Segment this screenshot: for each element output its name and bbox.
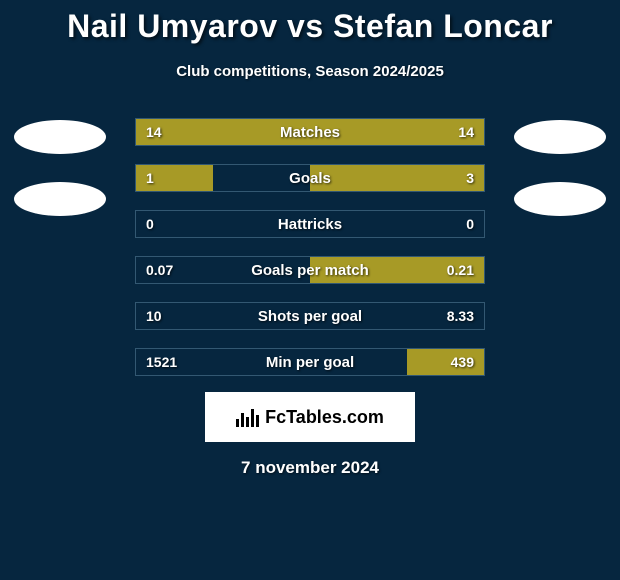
stat-bar: 00Hattricks	[135, 210, 485, 238]
stat-bar: 1414Matches	[135, 118, 485, 146]
stat-bar: 0.070.21Goals per match	[135, 256, 485, 284]
stats-bars: 1414Matches 13Goals 00Hattricks 0.070.21Goa…	[135, 118, 485, 376]
team-left-avatar	[14, 182, 106, 216]
right-avatar-col	[514, 120, 606, 216]
stat-label: Goals	[136, 165, 484, 191]
stat-label: Min per goal	[136, 349, 484, 375]
brand-badge: FcTables.com	[205, 392, 415, 442]
player-left-avatar	[14, 120, 106, 154]
page-title: Nail Umyarov vs Stefan Loncar	[0, 0, 620, 45]
page-subtitle: Club competitions, Season 2024/2025	[0, 63, 620, 80]
stat-bar: 1521439Min per goal	[135, 348, 485, 376]
brand-chart-icon	[236, 407, 259, 427]
stat-label: Matches	[136, 119, 484, 145]
player-right-avatar	[514, 120, 606, 154]
stat-label: Shots per goal	[136, 303, 484, 329]
left-avatar-col	[14, 120, 106, 216]
brand-text: FcTables.com	[265, 407, 384, 428]
date-label: 7 november 2024	[0, 458, 620, 478]
stat-label: Hattricks	[136, 211, 484, 237]
team-right-avatar	[514, 182, 606, 216]
stat-bar: 108.33Shots per goal	[135, 302, 485, 330]
stat-label: Goals per match	[136, 257, 484, 283]
stat-bar: 13Goals	[135, 164, 485, 192]
